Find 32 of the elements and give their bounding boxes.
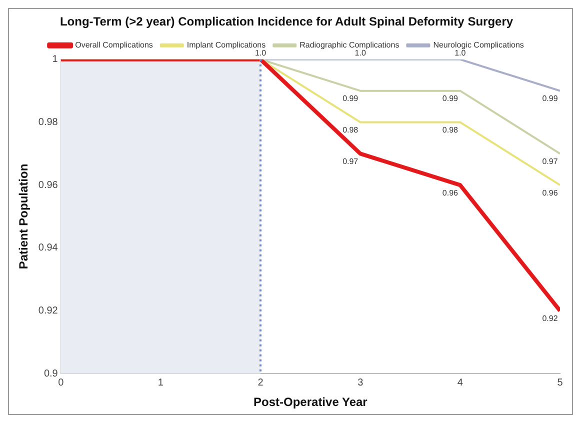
data-label: 0.96 — [442, 188, 459, 198]
y-tick-label: 0.92 — [38, 306, 58, 317]
x-tick-label: 3 — [358, 377, 364, 388]
x-tick-label: 4 — [457, 377, 464, 388]
data-label: 0.99 — [342, 94, 359, 104]
x-tick-label: 2 — [258, 377, 264, 388]
data-label: 0.96 — [542, 188, 558, 198]
x-tick-label: 0 — [58, 377, 64, 388]
data-label: 0.97 — [542, 156, 558, 166]
y-tick-label: 0.94 — [38, 242, 58, 254]
y-axis-title: Patient Population — [16, 164, 31, 270]
x-tick-label: 5 — [557, 377, 564, 388]
y-tick-label: 0.98 — [38, 116, 58, 128]
legend-label: Neurologic Complications — [433, 40, 524, 50]
data-label: 1.0 — [254, 48, 267, 58]
y-tick-label: 0.9 — [44, 368, 58, 380]
legend-label: Overall Complications — [75, 40, 153, 50]
legend-label: Radiographic Complications — [300, 40, 400, 50]
data-label: 0.92 — [542, 314, 558, 323]
x-tick-label: 1 — [158, 377, 164, 388]
legend-label: Implant Complications — [186, 40, 266, 50]
data-label: 0.98 — [342, 125, 359, 134]
data-label: 1.0 — [354, 48, 366, 58]
x-axis-title: Post-Operative Year — [254, 395, 368, 410]
data-label: 0.98 — [442, 125, 459, 134]
y-tick-label: 1 — [52, 54, 58, 66]
data-label: 0.99 — [442, 94, 459, 104]
data-label: 0.99 — [542, 94, 558, 104]
y-tick-label: 0.96 — [38, 180, 58, 191]
chart-title: Long-Term (>2 year) Complication Incidence for Adult Spinal Deformity Surgery — [60, 14, 514, 29]
data-label: 1.0 — [454, 48, 466, 58]
data-label: 0.97 — [342, 156, 359, 166]
